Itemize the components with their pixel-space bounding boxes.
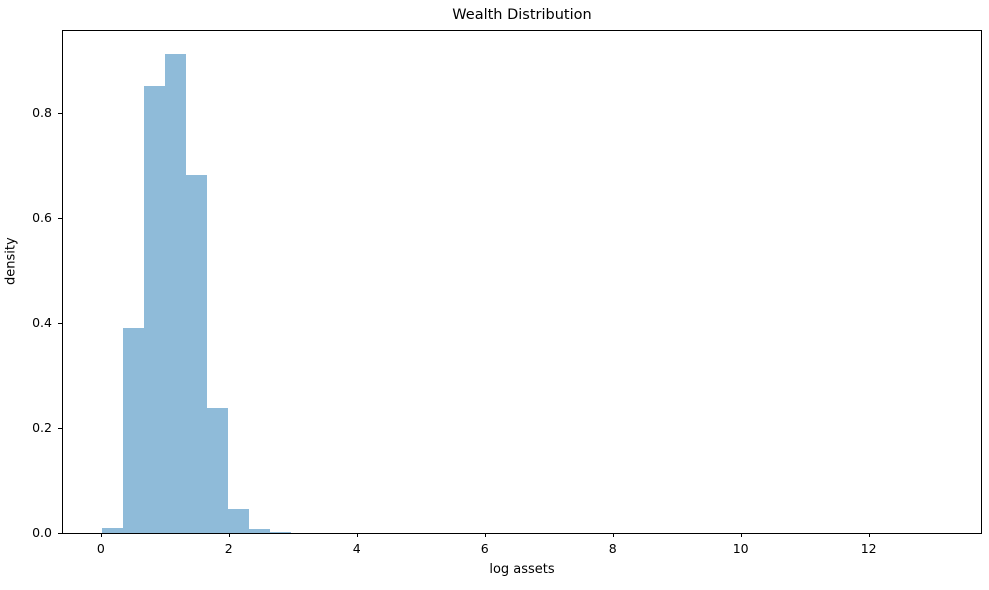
- y-tick-label: 0.0: [32, 525, 52, 540]
- x-tick-label: 0: [96, 541, 105, 556]
- histogram-bar: [102, 527, 123, 533]
- y-tick-mark: [58, 428, 62, 429]
- x-tick-label: 6: [480, 541, 489, 556]
- x-tick-mark: [356, 533, 358, 537]
- histogram-bar: [165, 54, 186, 533]
- histogram-bar: [249, 528, 270, 533]
- x-tick-label: 10: [732, 541, 749, 556]
- x-tick-mark: [100, 533, 102, 537]
- y-tick-label: 0.4: [32, 315, 52, 330]
- y-tick-mark: [58, 112, 62, 114]
- x-tick-label: 12: [860, 541, 877, 556]
- histogram-bar: [207, 408, 228, 533]
- x-tick-mark: [868, 533, 870, 537]
- histogram-bar: [228, 509, 249, 533]
- y-tick-mark: [58, 323, 62, 324]
- histogram-bar: [186, 174, 207, 533]
- plot-area: [62, 30, 982, 534]
- histogram-bar: [144, 85, 165, 533]
- y-tick-mark: [58, 217, 62, 219]
- x-tick-label: 4: [352, 541, 361, 556]
- y-axis-label-text: density: [3, 237, 19, 285]
- y-tick-mark: [58, 533, 62, 534]
- histogram-bar: [270, 531, 291, 533]
- x-tick-label: 2: [224, 541, 233, 556]
- x-tick-mark: [612, 533, 614, 537]
- x-tick-label: 8: [608, 541, 617, 556]
- x-axis-label: log assets: [489, 562, 555, 577]
- x-tick-mark: [228, 533, 230, 537]
- x-tick-mark: [484, 533, 486, 537]
- y-tick-label: 0.8: [32, 104, 52, 120]
- x-tick-mark: [740, 533, 742, 537]
- chart-title: Wealth Distribution: [452, 7, 592, 23]
- histogram-bar: [123, 328, 144, 533]
- y-tick-label: 0.6: [32, 209, 52, 225]
- y-tick-label: 0.2: [32, 420, 52, 435]
